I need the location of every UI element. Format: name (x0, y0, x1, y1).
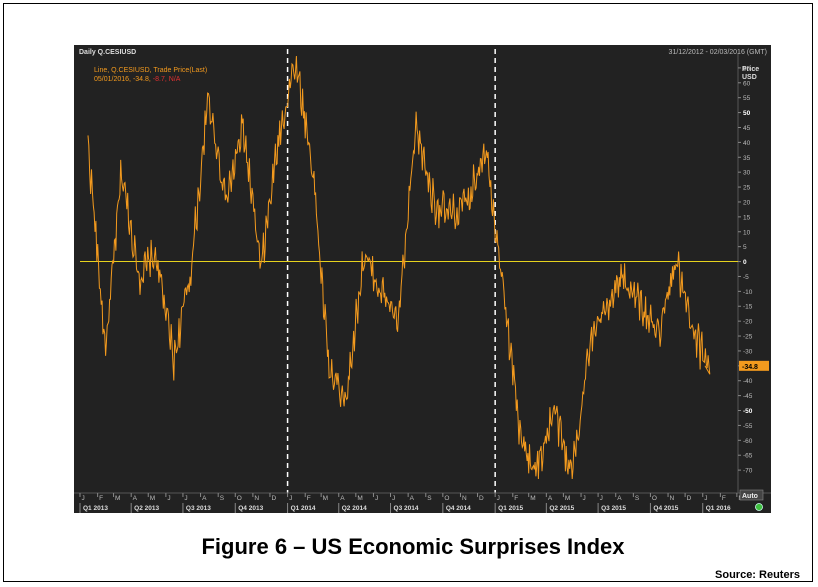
x-quarter-label: Q3 2013 (186, 505, 211, 512)
x-month-label: A (617, 495, 622, 502)
x-month-label: O (444, 495, 449, 502)
x-month-label: M (150, 495, 155, 502)
legend-value: -34.8, (132, 76, 151, 83)
auto-button (739, 489, 764, 501)
y-tick-label: -5 (743, 274, 749, 281)
figure-caption: Figure 6 – US Economic Surprises Index (201, 534, 625, 559)
x-quarter-label: Q1 2013 (83, 505, 108, 512)
x-month-label: J (600, 495, 603, 502)
x-month-label: J (289, 495, 292, 502)
x-month-label: M (115, 495, 120, 502)
y-tick-label: -40 (743, 378, 753, 385)
x-month-label: N (462, 495, 467, 502)
x-month-label: F (514, 495, 518, 502)
legend-date: 05/01/2016, (94, 76, 131, 83)
auto-button-label: Auto (742, 493, 758, 500)
y-tick-label: -20 (743, 319, 753, 326)
x-month-label: J (82, 495, 85, 502)
x-quarter-label: Q4 2015 (653, 505, 678, 512)
y-tick-label: 20 (743, 199, 751, 206)
y-tick-label: 10 (743, 229, 751, 236)
x-month-label: J (392, 495, 395, 502)
x-month-label: D (687, 495, 692, 502)
figure-frame: Price USD 65 60 55 50 45 40 35 30 25 20 15 10 5 0 -5 -10-… (3, 3, 813, 582)
legend-change: -8.7, (152, 76, 167, 83)
y-axis-currency-label: USD (742, 74, 757, 81)
y-tick-label: 15 (743, 214, 751, 221)
x-quarter-label: Q2 2014 (342, 505, 367, 512)
last-value-badge (739, 360, 769, 371)
legend-last-values: 05/01/2016, -34.8, -8.7, N/A (94, 76, 180, 83)
x-month-label: S (220, 495, 225, 502)
y-tick-label: -65 (743, 453, 753, 460)
y-tick-label: -55 (743, 423, 753, 430)
y-tick-label: -60 (743, 438, 753, 445)
x-month-label: O (652, 495, 657, 502)
x-month-label: M (530, 495, 535, 502)
chart-svg: PriceUSD65605550454035302520151050-5-10-… (74, 49, 771, 513)
chart-date-range: 31/12/2012 - 02/03/2016 (GMT) (668, 49, 767, 56)
y-tick-label: 60 (743, 80, 751, 87)
x-month-label: S (635, 495, 640, 502)
x-quarter-label: Q3 2014 (394, 505, 419, 512)
y-tick-label: -50 (743, 408, 753, 415)
y-tick-label: -45 (743, 393, 753, 400)
y-tick-label: -25 (743, 334, 753, 341)
x-month-label: N (254, 495, 259, 502)
x-quarter-label: Q1 2015 (498, 505, 523, 512)
y-tick-label: 40 (743, 140, 751, 147)
x-month-label: J (184, 495, 187, 502)
y-tick-label: 5 (743, 244, 747, 251)
x-quarter-label: Q4 2014 (446, 505, 471, 512)
x-month-label: A (340, 495, 345, 502)
x-month-label: A (410, 495, 415, 502)
x-month-label: A (548, 495, 553, 502)
chart-title: Daily Q.CESIUSD (79, 49, 137, 56)
x-quarter-label: Q2 2015 (549, 505, 574, 512)
x-month-label: F (99, 495, 103, 502)
x-month-label: F (722, 495, 726, 502)
y-tick-label: -30 (743, 348, 753, 355)
x-month-label: J (375, 495, 378, 502)
y-tick-label: 35 (743, 155, 751, 162)
y-tick-label: -10 (743, 289, 753, 296)
x-month-label: D (271, 495, 276, 502)
y-tick-label: 55 (743, 95, 751, 102)
x-month-label: M (565, 495, 570, 502)
y-tick-label: 25 (743, 185, 751, 192)
x-month-label: J (167, 495, 170, 502)
x-quarter-label: Q3 2015 (601, 505, 626, 512)
x-month-label: S (427, 495, 432, 502)
x-quarter-label: Q1 2016 (706, 505, 731, 512)
y-axis-price-label: Price (742, 66, 759, 73)
x-month-label: M (323, 495, 328, 502)
x-month-label: A (202, 495, 207, 502)
last-value-badge-label: -34.8 (742, 364, 758, 371)
x-month-label: N (670, 495, 675, 502)
y-tick-label: 0 (743, 259, 747, 266)
y-tick-label: -15 (743, 304, 753, 311)
figure-source: Source: Reuters (715, 569, 800, 581)
x-month-label: J (497, 495, 500, 502)
y-tick-label: 45 (743, 125, 751, 132)
y-tick-label: 30 (743, 170, 751, 177)
series-line (87, 55, 711, 480)
x-month-label: A (133, 495, 138, 502)
status-indicator-icon (755, 503, 763, 511)
y-tick-label: 65 (743, 65, 751, 72)
y-tick-label: 50 (743, 110, 751, 117)
x-month-label: M (357, 495, 362, 502)
x-month-label: F (307, 495, 311, 502)
x-month-label: D (479, 495, 484, 502)
x-month-label: J (583, 495, 586, 502)
x-month-label: J (704, 495, 707, 502)
x-quarter-label: Q2 2013 (134, 505, 159, 512)
legend-na: N/A (168, 76, 181, 83)
x-month-label: O (237, 495, 242, 502)
chart-panel: Price USD 65 60 55 50 45 40 35 30 25 20 15 10 5 0 -5 -10-… (74, 45, 771, 513)
y-tick-label: -70 (743, 468, 753, 475)
x-quarter-label: Q1 2014 (291, 505, 316, 512)
x-quarter-label: Q4 2013 (238, 505, 263, 512)
legend-series-label: Line, Q.CESIUSD, Trade Price(Last) (94, 67, 208, 74)
